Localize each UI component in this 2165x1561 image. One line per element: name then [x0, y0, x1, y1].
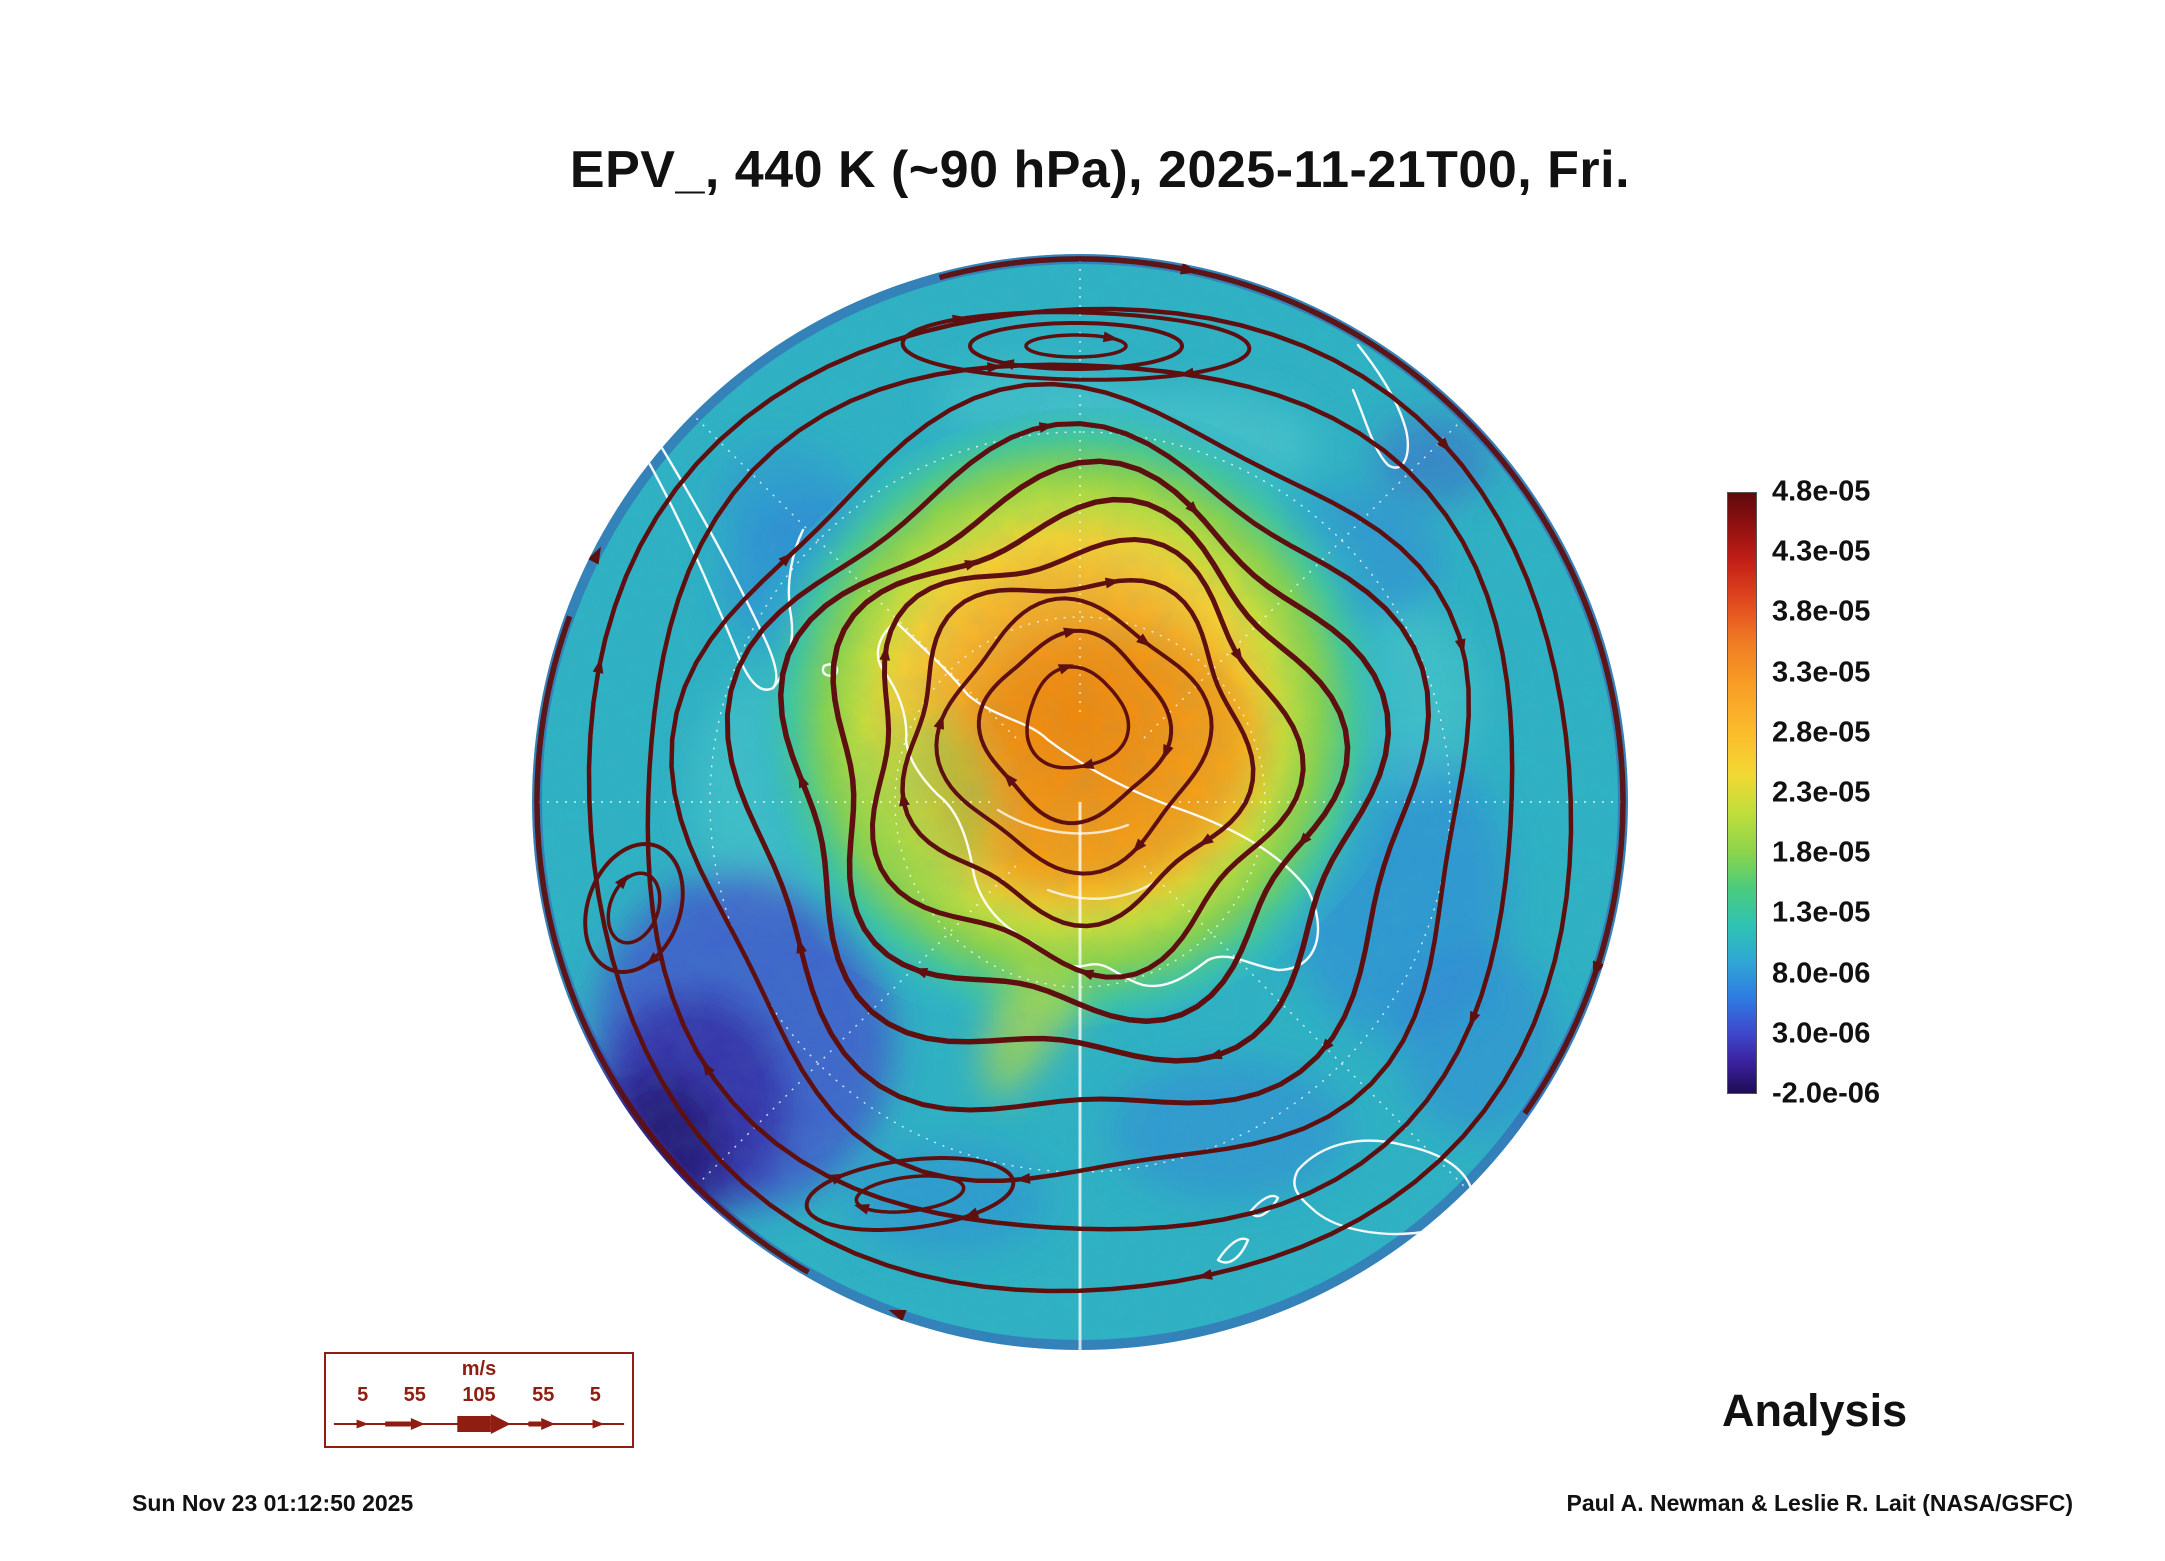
epv-map-globe	[528, 250, 1632, 1354]
analysis-label: Analysis	[1722, 1385, 1908, 1436]
figure-title: EPV_, 440 K (~90 hPa), 2025-11-21T00, Fr…	[569, 141, 1631, 199]
colorbar-tick-label: 1.3e-05	[1772, 896, 1871, 929]
colorbar-tick-label: 4.8e-05	[1772, 475, 1871, 508]
wind-speed-value: 105	[462, 1384, 496, 1406]
graticule-layer	[532, 254, 1628, 1350]
wind-speed-values: 5 55 105 55 5	[326, 1384, 632, 1408]
colorbar-tick-label: 2.3e-05	[1772, 776, 1871, 809]
wind-barb-glyph	[333, 1414, 625, 1434]
wind-speed-value: 55	[532, 1384, 555, 1406]
wind-units-label: m/s	[461, 1358, 497, 1380]
new-zealand-coastline	[1216, 1237, 1250, 1264]
generation-timestamp: Sun Nov 23 01:12:50 2025	[132, 1490, 414, 1516]
colorbar-tick-label: 3.0e-06	[1772, 1017, 1871, 1050]
colorbar-tick-label: 4.3e-05	[1772, 535, 1871, 568]
colorbar-ticks: 4.8e-05 4.3e-05 3.8e-05 3.3e-05 2.8e-05 2.3e-…	[1772, 476, 1942, 1110]
credit-line: Paul A. Newman & Leslie R. Lait (NASA/GS…	[1566, 1490, 2073, 1516]
epv-map-svg	[532, 254, 1628, 1350]
wind-speed-value: 55	[403, 1384, 426, 1406]
africa-coastline	[1351, 343, 1410, 469]
colorbar-tick-label: 1.8e-05	[1772, 836, 1871, 869]
colorbar-gradient	[1727, 492, 1757, 1094]
colorbar-tick-label: -2.0e-06	[1772, 1077, 1881, 1110]
wind-streamlines-layer	[583, 262, 1605, 1322]
antarctica-coastline	[876, 620, 1320, 988]
colorbar-tick-label: 2.8e-05	[1772, 716, 1871, 749]
colorbar-tick-label: 3.3e-05	[1772, 656, 1871, 689]
wind-speed-value: 5	[357, 1384, 369, 1406]
rim-streamline-arcs	[534, 256, 1626, 1275]
wind-speed-value: 5	[589, 1384, 601, 1406]
colorbar-tick-label: 8.0e-06	[1772, 957, 1871, 990]
wind-speed-legend: m/s 5 55 105 55 5	[324, 1352, 634, 1448]
colorbar-tick-label: 3.8e-05	[1772, 595, 1871, 628]
